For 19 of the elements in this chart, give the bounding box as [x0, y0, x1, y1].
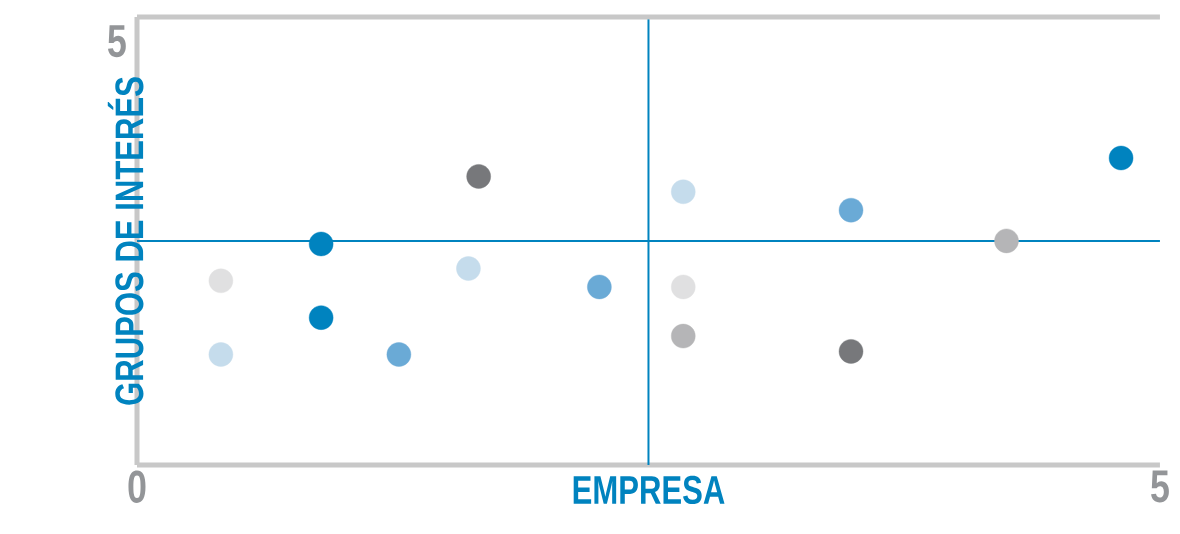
- point: [994, 228, 1019, 254]
- point: [208, 342, 234, 367]
- point: [587, 274, 612, 300]
- point: [838, 339, 864, 364]
- point: [466, 164, 491, 189]
- point: [456, 256, 481, 281]
- point: [671, 323, 696, 349]
- x-tick-label: 0: [128, 470, 146, 503]
- point: [308, 305, 334, 330]
- point: [671, 179, 696, 204]
- point: [308, 231, 334, 257]
- point: [386, 342, 412, 367]
- text: 5: [108, 25, 126, 58]
- point: [208, 268, 234, 293]
- point: [838, 197, 864, 223]
- point: [1108, 145, 1134, 171]
- point: [671, 274, 696, 300]
- y-axis-title: GRUPOS DE INTERÉS: [107, 77, 144, 405]
- x-axis-title: EMPRESA: [573, 475, 725, 505]
